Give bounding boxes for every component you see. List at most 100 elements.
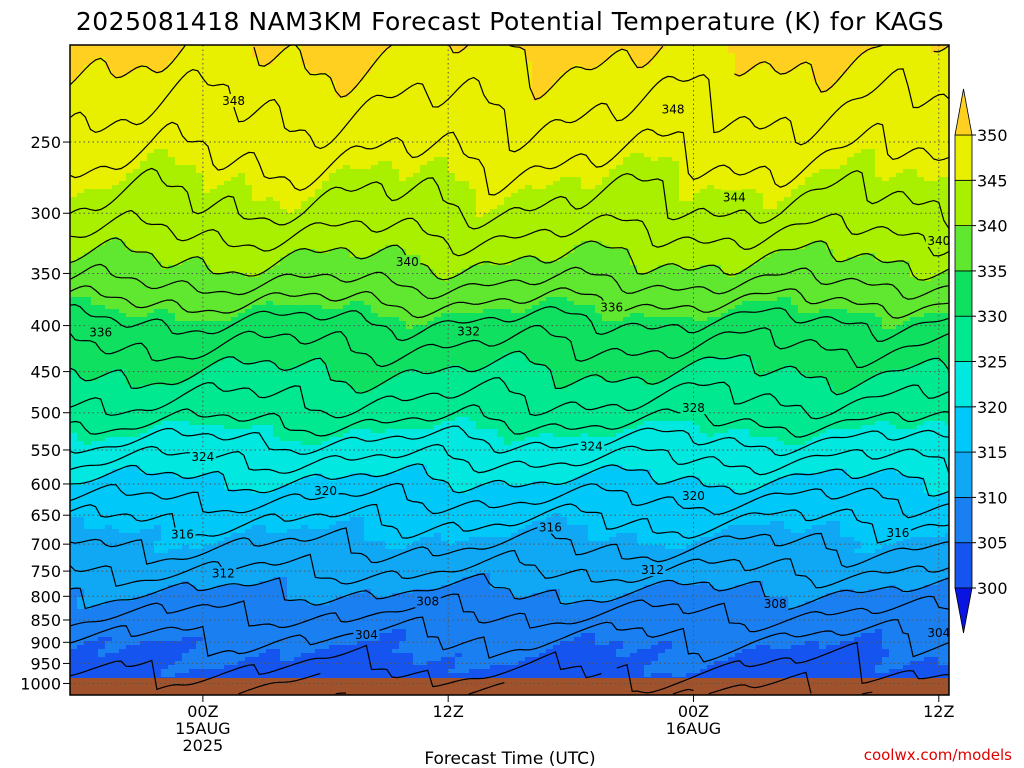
contour-label-text: 304 — [927, 626, 950, 640]
contour-label: 340 — [394, 255, 421, 269]
contour-label-text: 316 — [539, 521, 562, 535]
isentrope-318 — [70, 482, 949, 519]
contour-label-text: 332 — [457, 324, 480, 338]
isentrope-312 — [70, 549, 949, 589]
colorbar-label: 340 — [977, 217, 1008, 236]
isentrope-308 — [70, 593, 949, 633]
colorbar-bin — [954, 496, 973, 544]
y-tick-label: 600 — [30, 475, 61, 494]
isentrope-350 — [70, 45, 949, 101]
pressure-axis: 250 300 350 400 450 500 550 600 650 700 750 800 850 9… — [20, 133, 70, 693]
y-tick-label: 250 — [30, 133, 61, 152]
y-tick-label: 650 — [30, 506, 61, 525]
x-tick-label2: 16AUG — [666, 719, 721, 738]
contour-label: 316 — [537, 520, 564, 535]
colorbar-label: 335 — [977, 262, 1008, 281]
colorbar-bin — [954, 315, 973, 362]
contour-labels: 3483483443403403363363363323323283283243… — [87, 93, 950, 642]
isentrope-346 — [70, 121, 949, 196]
colorbar-bin — [954, 361, 973, 408]
chart-title: 2025081418 NAM3KM Forecast Potential Tem… — [76, 7, 944, 36]
isentrope-324 — [70, 425, 949, 457]
colorbar-top-arrow — [954, 88, 973, 136]
colorbar-label: 325 — [977, 353, 1008, 372]
contour-label: 316 — [884, 525, 911, 540]
y-tick-label: 800 — [30, 587, 61, 606]
contour-label-text: 324 — [191, 450, 214, 464]
isentrope-314 — [70, 525, 949, 568]
contour-label-text: 308 — [416, 595, 439, 609]
colorbar-bin — [954, 451, 973, 498]
y-tick-label: 700 — [30, 535, 61, 554]
y-tick-label: 350 — [30, 264, 61, 283]
contour-label: 332 — [455, 324, 482, 338]
contour-label-text: 312 — [641, 563, 664, 577]
contour-label: 324 — [189, 450, 216, 464]
x-tick-label: 00Z — [678, 702, 709, 721]
contour-label: 308 — [762, 597, 789, 611]
isentrope-340 — [70, 237, 949, 281]
contour-label-text: 348 — [222, 94, 245, 108]
colorbar-label: 300 — [977, 579, 1008, 598]
isentrope-306 — [70, 616, 949, 663]
colorbar-label: 330 — [977, 307, 1008, 326]
y-tick-label: 950 — [30, 654, 61, 673]
isentrope-316 — [70, 503, 949, 544]
ground-band — [70, 678, 949, 695]
contour-label-text: 312 — [212, 567, 235, 581]
colorbar-bin — [954, 225, 973, 272]
contour-label-text: 316 — [171, 528, 194, 542]
x-tick-label: 12Z — [923, 702, 954, 721]
contour-label-text: 340 — [396, 255, 419, 269]
plot-area: 3483483443403403363363363323323283283243… — [70, 45, 950, 695]
colorbar-bin — [954, 542, 973, 589]
contour-label: 344 — [721, 190, 748, 204]
contour-label: 324 — [578, 439, 605, 453]
y-tick-label: 900 — [30, 633, 61, 652]
credit-text: coolwx.com/models — [864, 746, 1012, 764]
theta-contours — [70, 45, 949, 695]
x-tick-label3: 2025 — [183, 736, 224, 755]
contour-label-text: 320 — [682, 489, 705, 503]
colorbar-label: 305 — [977, 534, 1008, 553]
isentrope-322 — [70, 443, 949, 476]
contour-label: 316 — [169, 527, 196, 542]
contour-label: 340 — [925, 233, 950, 248]
contour-label: 348 — [220, 93, 247, 108]
isentrope-330 — [70, 350, 949, 396]
contour-label: 336 — [87, 325, 114, 339]
isentrope-328 — [70, 377, 949, 420]
colorbar-label: 310 — [977, 488, 1008, 507]
colorbar-bin — [954, 270, 973, 317]
contour-label: 336 — [598, 300, 625, 315]
contour-label-text: 340 — [927, 234, 950, 248]
contour-label-text: 348 — [662, 102, 685, 116]
contour-label-text: 320 — [314, 484, 337, 498]
isentrope-336 — [70, 285, 949, 319]
contour-label: 348 — [660, 102, 687, 116]
y-tick-label: 550 — [30, 441, 61, 460]
y-tick-label: 750 — [30, 562, 61, 581]
isentrope-320 — [70, 463, 949, 497]
contour-label-text: 304 — [355, 628, 378, 642]
colorbar-bottom-arrow — [954, 587, 973, 634]
contour-label: 312 — [639, 563, 666, 577]
ground-surface — [70, 678, 949, 695]
isentrope-344 — [70, 167, 949, 230]
colorbar-label: 345 — [977, 171, 1008, 190]
x-tick-label2: 15AUG — [175, 719, 230, 738]
dotted-grid — [70, 45, 949, 684]
isentrope-338 — [70, 263, 949, 300]
isentrope-348 — [70, 68, 949, 153]
colorbar-label: 350 — [977, 126, 1008, 145]
colorbar-bin — [954, 179, 973, 227]
colorbar-bin — [954, 406, 973, 453]
y-tick-label: 500 — [30, 404, 61, 423]
contour-label: 328 — [680, 401, 707, 415]
plot-frame — [69, 44, 950, 696]
colorbar-label: 320 — [977, 398, 1008, 417]
contour-label-text: 328 — [682, 401, 705, 415]
x-axis-label: Forecast Time (UTC) — [424, 749, 595, 768]
contour-label: 304 — [353, 627, 380, 642]
